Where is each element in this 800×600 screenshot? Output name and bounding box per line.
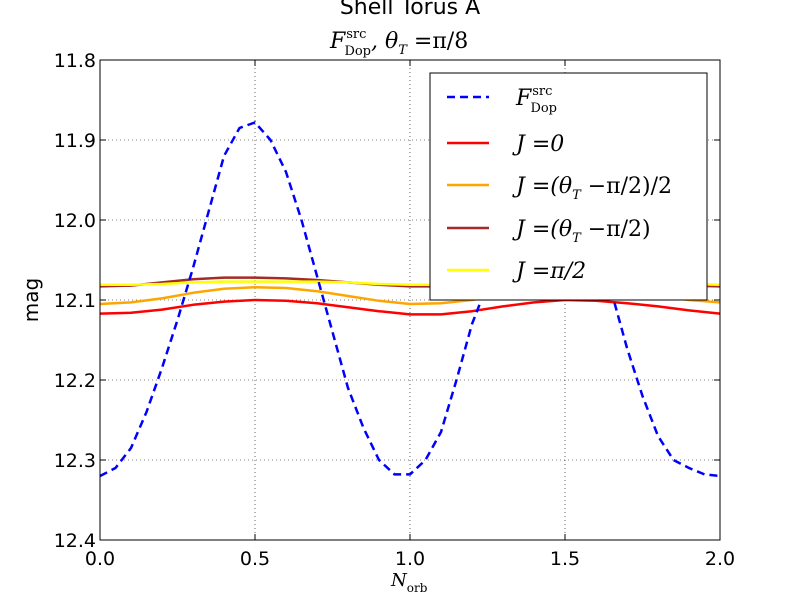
subtitle-rest-subscript: T — [398, 43, 408, 58]
series-line-1 — [100, 298, 720, 316]
legend-label-jpi2: J =π/2 — [512, 259, 586, 284]
legend-fdop-superscript: src — [532, 84, 552, 99]
y-tick-label: 12.1 — [54, 290, 96, 312]
x-tick-label: 0.5 — [240, 548, 270, 570]
y-tick-label: 12.4 — [54, 530, 96, 552]
x-axis-label: Norb — [390, 570, 428, 595]
x-tick-label: 1.5 — [550, 548, 580, 570]
legend-label-jhalf: J =(θT −π/2)/2 — [512, 174, 672, 203]
x-axis-label-subscript: orb — [407, 581, 428, 595]
subtitle-rest: , θ — [371, 29, 398, 54]
legend-jhalf-subscript: T — [572, 188, 582, 203]
y-tick-label: 11.9 — [54, 130, 96, 152]
y-tick-label: 12.0 — [54, 210, 96, 232]
legend-jfull-subscript: T — [572, 231, 582, 246]
legend-jfull-end: −π/2) — [581, 217, 651, 242]
x-tick-label: 0.0 — [85, 548, 115, 570]
legend-label-jfull: J =(θT −π/2) — [512, 217, 651, 246]
legend-fdop-symbol: F — [515, 86, 532, 111]
legend-jfull-text: J =(θ — [512, 217, 572, 242]
legend-label-j0: J =0 — [512, 132, 564, 157]
legend-jhalf-text: J =(θ — [512, 174, 572, 199]
series-line-0 — [100, 121, 720, 478]
ticks: 0.0 0.5 1.0 1.5 2.0 11.8 11.9 12.0 12.1 12.2 12.3 1… — [54, 50, 735, 570]
subtitle-superscript: src — [346, 27, 366, 42]
legend-box — [429, 72, 708, 301]
subtitle-rest-end: =π/8 — [407, 29, 468, 54]
legend-label-fdop: Fsrc Dop — [515, 84, 557, 116]
y-tick-label: 12.3 — [54, 450, 96, 472]
chart-subtitle: Fsrc Dop, θT =π/8 — [329, 27, 468, 59]
subtitle-subscript: Dop — [344, 44, 371, 59]
legend: Fsrc Dop J =0 J =(θT −π/2)/2 J =(θT −π/2)… — [429, 72, 708, 301]
x-tick-label: 2.0 — [705, 548, 735, 570]
subtitle-symbol: F — [329, 29, 346, 54]
legend-jhalf-end: −π/2)/2 — [581, 174, 672, 199]
x-tick-label: 1.0 — [395, 548, 425, 570]
y-tick-label: 11.8 — [54, 50, 96, 72]
y-tick-label: 12.2 — [54, 370, 96, 392]
legend-fdop-subscript: Dop — [530, 101, 557, 116]
chart-title: Shell Torus A — [340, 0, 480, 20]
x-axis-label-symbol: N — [390, 570, 408, 591]
y-axis-label: mag — [19, 278, 43, 322]
